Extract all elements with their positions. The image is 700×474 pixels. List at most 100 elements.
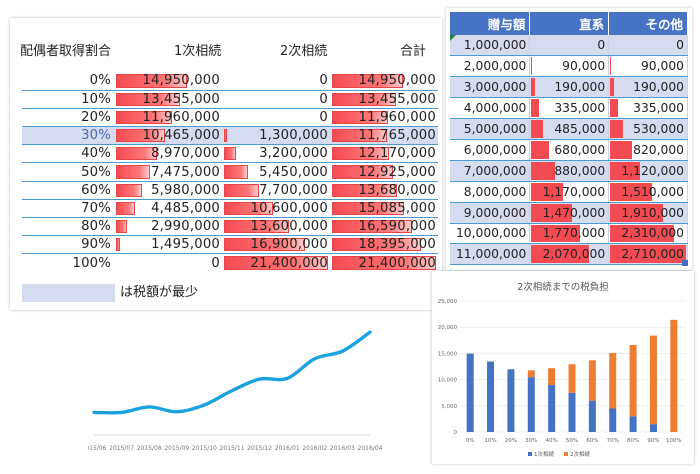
x-category-label: 70%	[607, 438, 619, 444]
direct-tax-cell[interactable]: 485,000	[529, 118, 610, 140]
gift-amount-cell[interactable]: 1,000,000	[450, 35, 531, 57]
data-bar	[224, 220, 289, 234]
other-tax-cell[interactable]: 2,710,000	[608, 243, 688, 266]
other-tax-cell[interactable]: 190,000	[608, 76, 688, 99]
bar-second-inheritance	[548, 368, 556, 385]
spouse-table-row: 40% 8,970,000 3,200,000 12,170,000	[22, 145, 438, 163]
gift-amount-cell[interactable]: 7,000,000	[450, 160, 531, 182]
cell-value: 335,000	[633, 101, 684, 116]
gift-amount-cell[interactable]: 2,000,000	[450, 55, 531, 78]
other-tax-cell[interactable]: 0	[608, 35, 688, 57]
total-cell: 18,395,000	[330, 236, 438, 254]
gift-amount-cell[interactable]: 5,000,000	[450, 118, 531, 140]
data-point	[368, 330, 372, 334]
data-point	[313, 357, 316, 360]
data-bar	[531, 245, 589, 264]
other-tax-cell[interactable]: 530,000	[608, 118, 688, 140]
gift-amount-cell[interactable]: 6,000,000	[450, 139, 531, 161]
data-bar	[224, 129, 227, 143]
gift-amount-cell[interactable]: 3,000,000	[450, 76, 531, 99]
header-second-inheritance: 2次相続	[280, 44, 328, 59]
other-tax-cell[interactable]: 335,000	[608, 97, 688, 120]
ratio-cell: 60%	[22, 181, 114, 199]
other-tax-cell[interactable]: 820,000	[608, 139, 688, 161]
data-point	[230, 389, 234, 392]
x-category-label: 30%	[525, 438, 537, 444]
second-inheritance-cell: 13,600,000	[222, 218, 330, 236]
ratio-cell: 90%	[22, 236, 114, 254]
other-tax-cell[interactable]: 1,910,000	[608, 202, 688, 224]
x-tick-label: 2016/02	[302, 445, 327, 452]
direct-tax-cell[interactable]: 1,170,000	[529, 181, 610, 203]
bar-first-inheritance	[629, 416, 637, 432]
x-category-label: 40%	[546, 438, 558, 444]
direct-tax-cell[interactable]: 1,770,000	[529, 223, 610, 245]
gift-tax-table-panel: 贈与額 直系 その他 1,000,000 0 0 2,000,000 90,000 90,…	[446, 8, 692, 270]
cell-value: 12,925,000	[358, 164, 436, 180]
bar-first-inheritance	[487, 361, 495, 432]
gift-table-row: 6,000,000 680,000 820,000	[450, 139, 688, 161]
cell-value: 1,510,000	[621, 184, 684, 199]
direct-tax-cell[interactable]: 90,000	[529, 55, 610, 78]
direct-tax-cell[interactable]: 1,470,000	[529, 202, 610, 224]
direct-tax-cell[interactable]: 190,000	[529, 76, 610, 99]
bar-second-inheritance	[670, 319, 678, 432]
cell-value: 335,000	[554, 101, 606, 116]
data-point	[175, 410, 178, 413]
cell-value: 1,470,000	[542, 205, 606, 220]
header-other: その他	[608, 12, 688, 35]
x-tick-label: 2015/12	[247, 445, 272, 452]
cell-value: 100%	[72, 255, 111, 271]
cell-value: 13,455,000	[142, 91, 220, 107]
other-tax-cell[interactable]: 90,000	[608, 55, 688, 78]
direct-tax-cell[interactable]: 880,000	[529, 160, 610, 182]
ratio-cell: 50%	[22, 163, 114, 181]
data-bar	[332, 129, 388, 143]
gift-table-row: 1,000,000 0 0	[450, 35, 688, 57]
bar-second-inheritance	[568, 364, 576, 393]
other-tax-cell[interactable]: 1,510,000	[608, 181, 688, 203]
bar-second-inheritance	[629, 345, 637, 417]
y-tick-label: 20,000	[438, 325, 458, 331]
ratio-cell: 30%	[22, 126, 114, 145]
bar-second-inheritance	[649, 335, 657, 425]
cell-value: 2,710,000	[621, 247, 684, 262]
cell-value: 21,400,000	[358, 255, 436, 271]
data-bar	[531, 78, 535, 97]
gift-amount-cell[interactable]: 11,000,000	[450, 243, 531, 266]
cell-value: 60%	[81, 182, 111, 198]
data-bar	[224, 165, 248, 179]
data-bar	[116, 129, 165, 143]
data-bar	[531, 99, 540, 118]
total-cell: 21,400,000	[330, 254, 438, 272]
gift-table-row: 7,000,000 880,000 1,120,000	[450, 160, 688, 182]
cell-value: 14,950,000	[358, 73, 436, 89]
gift-amount-cell[interactable]: 4,000,000	[450, 97, 531, 120]
header-direct: 直系	[529, 12, 610, 35]
cell-value: 7,475,000	[151, 164, 220, 180]
direct-tax-cell[interactable]: 2,070,000	[529, 243, 610, 266]
bar-first-inheritance	[649, 424, 657, 432]
data-bar	[224, 147, 237, 161]
cell-value: 0	[319, 73, 328, 89]
gift-amount-cell[interactable]: 8,000,000	[450, 181, 531, 203]
legend-label: 2次相続	[570, 450, 590, 458]
total-cell: 12,170,000	[330, 145, 438, 163]
selection-handle[interactable]	[682, 260, 688, 266]
data-point	[203, 403, 206, 407]
cell-value: 80%	[81, 219, 111, 235]
direct-tax-cell[interactable]: 0	[529, 35, 610, 57]
other-tax-cell[interactable]: 1,120,000	[608, 160, 688, 182]
cell-value: 190,000	[633, 80, 684, 95]
spouse-table-row: 10% 13,455,000 0 13,455,000	[22, 90, 438, 109]
cell-value: 3,000,000	[463, 80, 527, 95]
second-inheritance-cell: 5,450,000	[222, 163, 330, 181]
direct-tax-cell[interactable]: 680,000	[529, 139, 610, 161]
data-bar	[332, 183, 397, 197]
other-tax-cell[interactable]: 2,310,000	[608, 223, 688, 245]
cell-value: 10,000,000	[455, 226, 527, 241]
direct-tax-cell[interactable]: 335,000	[529, 97, 610, 120]
gift-amount-cell[interactable]: 10,000,000	[450, 223, 531, 245]
gift-amount-cell[interactable]: 9,000,000	[450, 202, 531, 224]
spouse-table-row: 30% 10,465,000 1,300,000 11,765,000	[22, 126, 438, 145]
